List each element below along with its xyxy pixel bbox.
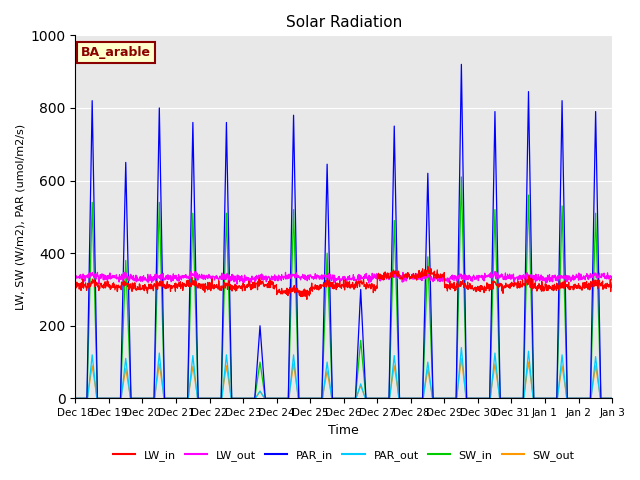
Line: PAR_in: PAR_in	[76, 64, 612, 398]
LW_in	[303, 297, 310, 302]
PAR_out	[156, 350, 163, 356]
PAR_out	[602, 396, 609, 401]
SW_out	[549, 396, 557, 401]
Line: LW_in: LW_in	[76, 266, 612, 300]
LW_in	[550, 288, 557, 293]
SW_out	[608, 396, 616, 401]
PAR_out	[72, 396, 79, 401]
PAR_in	[608, 396, 616, 401]
LW_in	[72, 284, 79, 290]
SW_in	[608, 396, 616, 401]
SW_in	[549, 396, 557, 401]
Y-axis label: LW, SW (W/m2), PAR (umol/m2/s): LW, SW (W/m2), PAR (umol/m2/s)	[15, 124, 25, 310]
Line: SW_out: SW_out	[76, 359, 612, 398]
PAR_in	[330, 396, 337, 401]
SW_out	[72, 396, 79, 401]
LW_out	[72, 273, 79, 279]
PAR_in	[549, 396, 557, 401]
SW_out	[458, 356, 465, 361]
SW_out	[319, 390, 327, 396]
X-axis label: Time: Time	[328, 424, 359, 437]
Text: BA_arable: BA_arable	[81, 46, 151, 59]
LW_out	[471, 276, 479, 282]
PAR_out	[549, 396, 557, 401]
LW_in	[156, 283, 163, 289]
PAR_out	[319, 390, 327, 396]
PAR_in	[319, 333, 327, 339]
SW_in	[72, 396, 79, 401]
SW_out	[330, 396, 337, 401]
PAR_out	[458, 345, 465, 350]
SW_in	[602, 396, 609, 401]
LW_in	[471, 285, 479, 290]
SW_in	[330, 396, 337, 401]
SW_in	[319, 357, 327, 362]
SW_out	[602, 396, 609, 401]
SW_in	[470, 396, 478, 401]
PAR_out	[470, 396, 478, 401]
LW_out	[266, 281, 274, 287]
LW_in	[602, 285, 610, 290]
LW_out	[392, 269, 400, 275]
Line: PAR_out: PAR_out	[76, 348, 612, 398]
SW_in	[156, 200, 163, 205]
PAR_in	[602, 396, 609, 401]
PAR_in	[156, 105, 163, 111]
LW_out	[608, 274, 616, 279]
Title: Solar Radiation: Solar Radiation	[285, 15, 402, 30]
LW_out	[320, 274, 328, 280]
Line: SW_in: SW_in	[76, 177, 612, 398]
PAR_in	[458, 61, 465, 67]
LW_out	[330, 280, 338, 286]
LW_in	[330, 286, 338, 292]
LW_in	[320, 279, 328, 285]
LW_in	[424, 264, 431, 269]
Line: LW_out: LW_out	[76, 272, 612, 284]
LW_out	[602, 274, 610, 280]
PAR_in	[470, 396, 478, 401]
PAR_out	[608, 396, 616, 401]
LW_in	[608, 279, 616, 285]
LW_out	[156, 276, 163, 281]
SW_in	[458, 174, 465, 180]
PAR_out	[330, 396, 337, 401]
Legend: LW_in, LW_out, PAR_in, PAR_out, SW_in, SW_out: LW_in, LW_out, PAR_in, PAR_out, SW_in, S…	[108, 445, 579, 466]
SW_out	[156, 361, 163, 367]
LW_out	[550, 273, 557, 279]
PAR_in	[72, 396, 79, 401]
SW_out	[470, 396, 478, 401]
